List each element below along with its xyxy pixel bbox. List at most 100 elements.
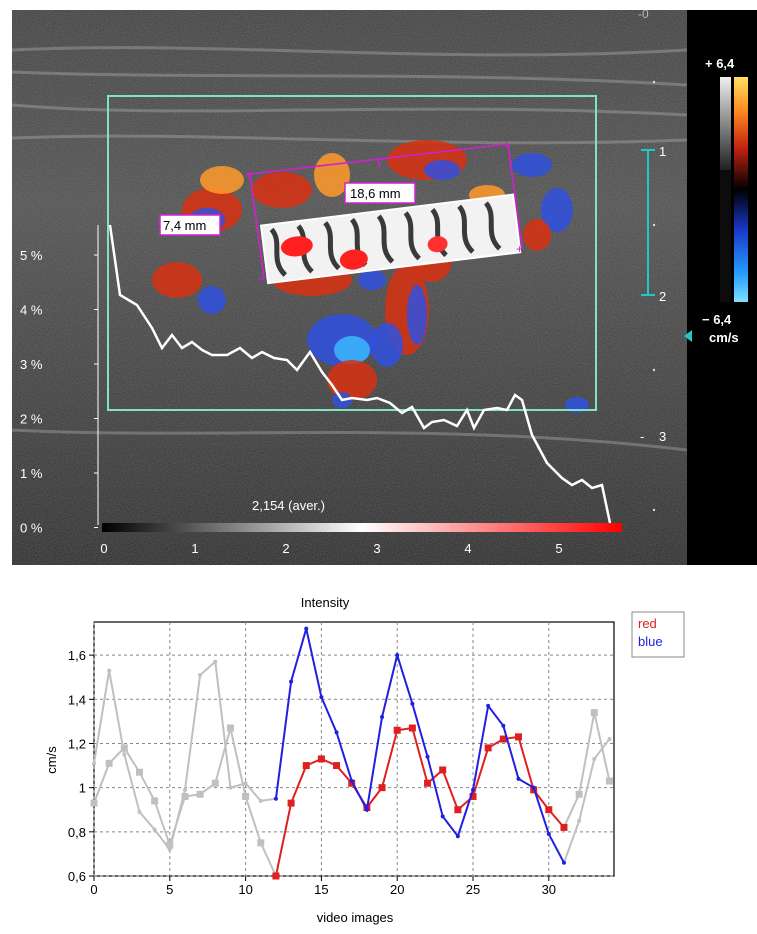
- doppler-blob: [152, 262, 202, 298]
- scale-top-label: + 6,4: [705, 56, 735, 71]
- blue-point: [167, 847, 172, 852]
- doppler-blob: [358, 270, 386, 290]
- legend-blue: blue: [638, 634, 663, 649]
- focus-marker-icon: [684, 330, 692, 342]
- velocity-scale-grey: [720, 77, 731, 170]
- measure-lines: [246, 143, 523, 279]
- y-tick-label: 0,6: [68, 869, 86, 884]
- red-point: [590, 709, 598, 717]
- legend-box: [631, 611, 685, 658]
- doppler-blob: [198, 286, 226, 314]
- red-point: [120, 744, 128, 752]
- curve-y-tick-label: 1 %: [20, 466, 43, 481]
- x-tick-label: 10: [238, 882, 252, 897]
- red-point: [348, 779, 356, 787]
- red-point: [469, 792, 477, 800]
- red-point: [257, 839, 265, 847]
- curve-y-tick-label: 3 %: [20, 357, 43, 372]
- depth-marker: [641, 149, 655, 296]
- blue-point: [137, 809, 142, 814]
- chart-title: Intensity: [301, 595, 350, 610]
- depth-label-1: 1: [659, 144, 666, 159]
- x-tick-label: 15: [314, 882, 328, 897]
- svg-text:+: +: [516, 242, 523, 256]
- top-mark: -0: [638, 10, 649, 21]
- doppler-blob: [200, 166, 244, 194]
- x-tick-label: 0: [90, 882, 97, 897]
- roi-box: [107, 95, 597, 411]
- blue-point: [364, 807, 369, 812]
- intensity-color-bar: [102, 523, 622, 532]
- depth-dash: -: [640, 429, 644, 444]
- texture-stripe: [269, 227, 288, 277]
- curve-y-tick-label: 2 %: [20, 412, 43, 427]
- intensity-curve: [108, 224, 612, 524]
- x-tick-label: 20: [390, 882, 404, 897]
- blue-series-line: [274, 628, 565, 864]
- svg-text:+: +: [258, 272, 265, 286]
- red-spot: [280, 236, 313, 257]
- blue-point: [380, 714, 385, 719]
- blue-series-line-post: [563, 738, 611, 864]
- blue-point: [92, 761, 96, 766]
- y-tick-label: 1,6: [68, 648, 86, 663]
- red-point: [211, 779, 219, 787]
- blue-point: [561, 860, 566, 865]
- texture-stripe: [323, 221, 341, 271]
- blue-point: [531, 785, 536, 790]
- blue-point: [319, 695, 324, 700]
- doppler-blob: [327, 360, 377, 400]
- curve-x-tick-label: 1: [191, 541, 198, 556]
- blue-point: [258, 798, 263, 803]
- x-tick-label: 5: [166, 882, 173, 897]
- blue-point: [243, 781, 248, 786]
- red-point: [514, 733, 522, 741]
- red-point: [317, 755, 325, 763]
- blue-point: [182, 787, 187, 792]
- red-point: [439, 766, 447, 774]
- curve-y-tick-label: 5 %: [20, 248, 43, 263]
- measure-height-box[interactable]: [159, 214, 221, 236]
- curve-x-ticks: 0 1 2 3 4 5: [100, 541, 562, 556]
- blue-point: [486, 703, 491, 708]
- red-spot: [427, 236, 448, 253]
- measure-width-box[interactable]: [344, 182, 416, 204]
- red-point: [302, 762, 310, 770]
- red-point: [378, 784, 386, 792]
- doppler-blob: [407, 285, 427, 345]
- x-axis-label: video images: [317, 910, 394, 925]
- texture-stripe: [403, 211, 422, 261]
- doppler-blob: [541, 188, 573, 232]
- curve-x-tick-label: 5: [555, 541, 562, 556]
- red-point: [560, 823, 568, 831]
- doppler-blob: [371, 323, 403, 367]
- y-tick-label: 1,2: [68, 736, 86, 751]
- red-point: [272, 872, 280, 880]
- curve-x-tick-label: 0: [100, 541, 107, 556]
- red-point: [287, 799, 295, 807]
- red-point: [454, 806, 462, 814]
- curve-x-tick-label: 3: [373, 541, 380, 556]
- red-point: [181, 792, 189, 800]
- red-point: [105, 759, 113, 767]
- red-spot: [339, 249, 368, 270]
- y-tick-label: 1,4: [68, 692, 86, 707]
- red-point: [242, 792, 250, 800]
- doppler-blob: [334, 336, 370, 364]
- depth-dots: [652, 80, 656, 512]
- blue-point: [152, 827, 157, 832]
- doppler-blob: [252, 172, 312, 208]
- curve-x-tick-label: 2: [282, 541, 289, 556]
- red-point: [226, 724, 234, 732]
- depth-label-2: 2: [659, 289, 666, 304]
- y-tick-label: 1: [79, 781, 86, 796]
- measure-handles[interactable]: + + + +: [245, 138, 523, 286]
- doppler-blob: [424, 160, 460, 180]
- blue-point: [334, 730, 339, 735]
- red-point: [166, 841, 174, 849]
- red-point: [605, 777, 613, 785]
- blue-point: [440, 814, 445, 819]
- texture-stripe: [376, 214, 395, 264]
- curve-x-tick-label: 4: [464, 541, 471, 556]
- doppler-blob: [512, 153, 552, 177]
